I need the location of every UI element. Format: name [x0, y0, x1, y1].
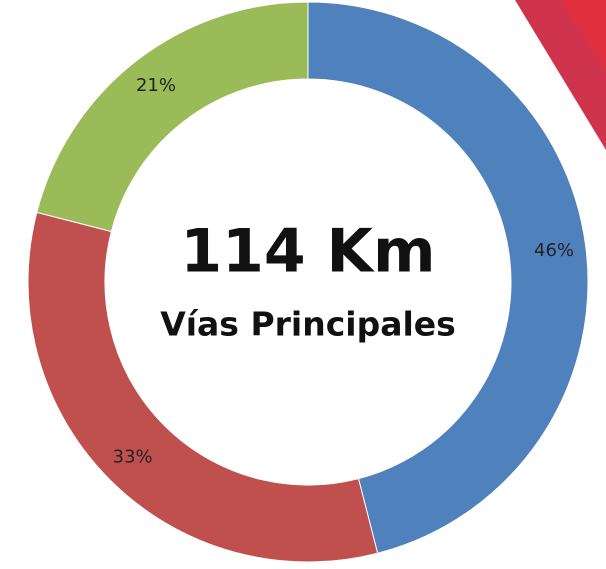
center-subtitle: Vías Principales — [160, 305, 456, 344]
donut — [27, 1, 589, 563]
donut-segment — [36, 1, 309, 233]
data-label: 33% — [113, 446, 153, 467]
center-title: 114 Km — [180, 217, 435, 287]
donut-segment — [27, 211, 379, 563]
data-label: 21% — [136, 75, 176, 96]
decoration — [515, 0, 606, 150]
donut-segment — [307, 1, 589, 554]
decoration — [560, 0, 606, 70]
data-label: 46% — [534, 240, 574, 261]
